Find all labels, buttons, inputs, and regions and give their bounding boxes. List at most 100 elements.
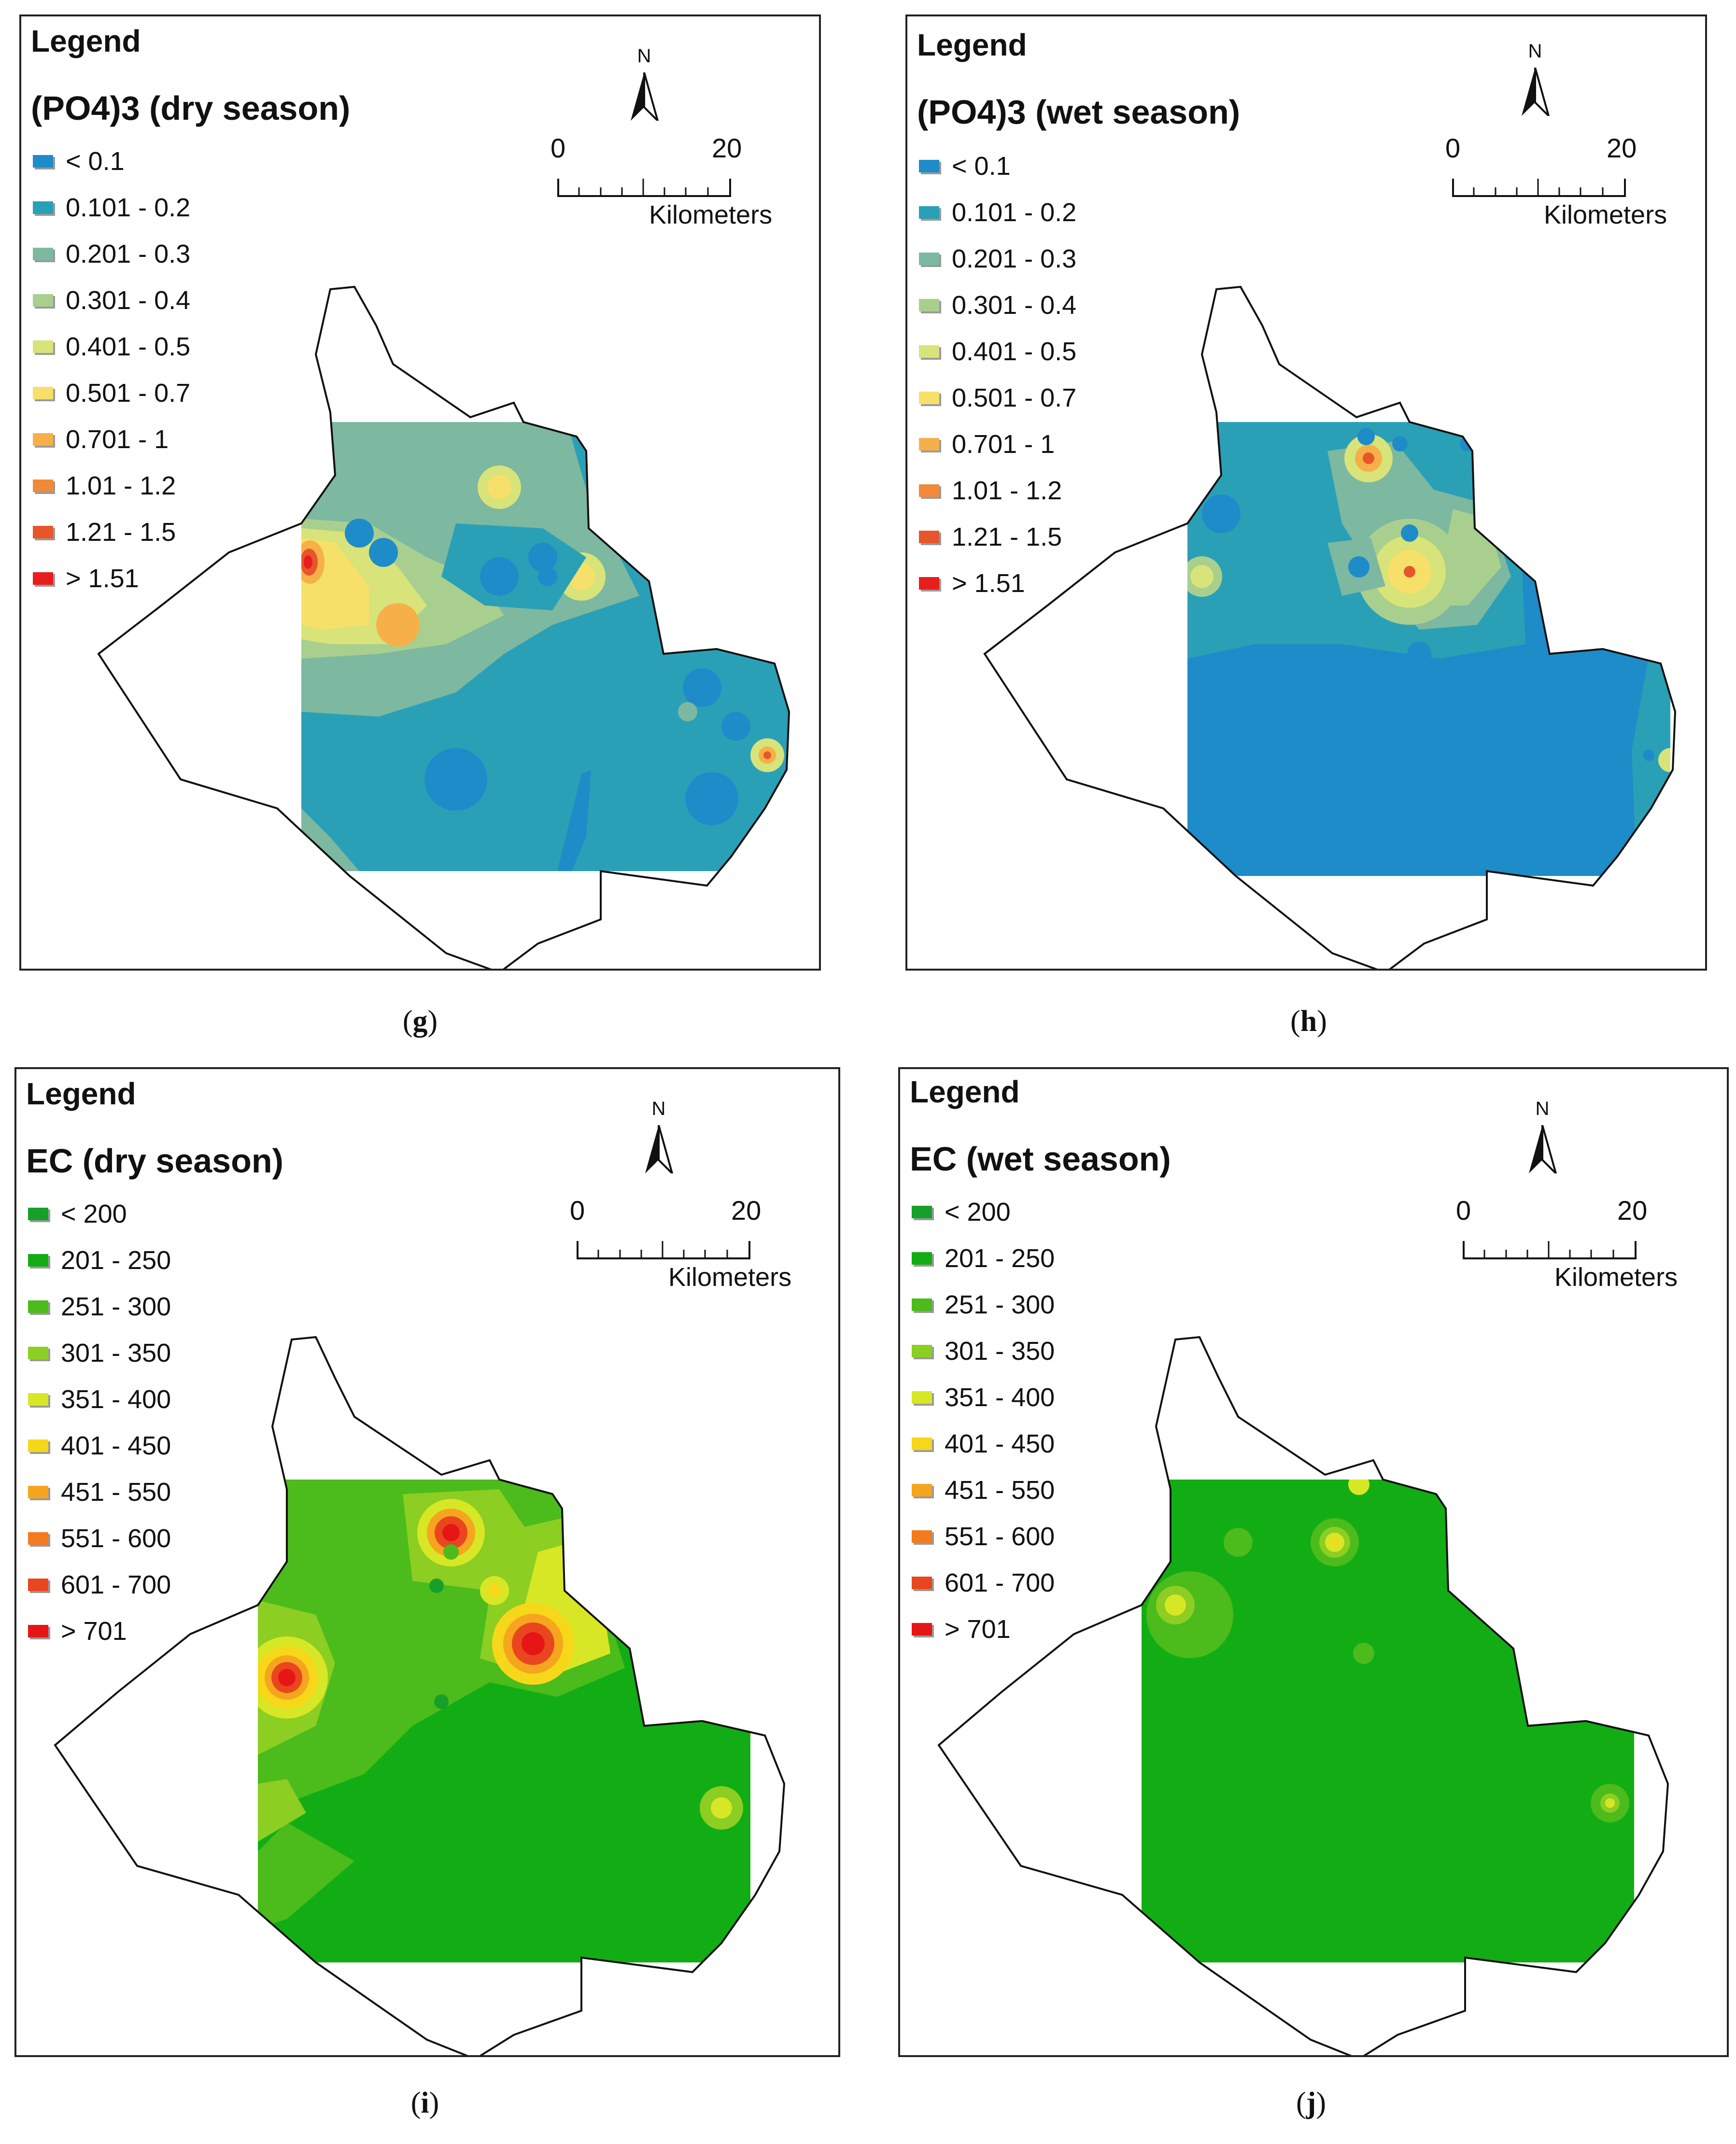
legend-item: 601 - 700	[28, 1562, 171, 1608]
legend-label: > 1.51	[952, 569, 1025, 598]
legend-label: 601 - 700	[61, 1570, 171, 1599]
caption-h: (h)	[1290, 1005, 1327, 1038]
legend-heading: Legend	[31, 24, 141, 58]
legend-label: 1.01 - 1.2	[66, 471, 176, 500]
legend-swatch	[28, 1579, 48, 1591]
legend-item: > 701	[912, 1606, 1055, 1652]
legend-heading: Legend	[910, 1074, 1020, 1109]
legend-item: 401 - 450	[28, 1423, 171, 1469]
north-label: N	[1528, 41, 1542, 62]
legend-item: > 1.51	[33, 555, 190, 602]
scale-unit: Kilometers	[1544, 200, 1667, 229]
legend-swatch	[912, 1206, 932, 1218]
scale-end: 20	[731, 1195, 762, 1226]
legend-swatch	[33, 526, 53, 538]
caption-letter: j	[1306, 2087, 1316, 2119]
scale-bar: 0 20 Kilometers	[550, 132, 772, 229]
north-arrow: N	[635, 1098, 683, 1180]
legend-item: 0.201 - 0.3	[919, 236, 1076, 282]
legend-swatch	[33, 572, 53, 585]
legend-label: 0.701 - 1	[66, 425, 169, 454]
legend-item: > 1.51	[919, 560, 1076, 607]
north-arrow-icon	[631, 72, 659, 121]
legend-label: > 701	[61, 1617, 127, 1646]
legend-swatch	[919, 160, 939, 172]
legend-item: 0.701 - 1	[33, 416, 190, 463]
legend-swatch	[912, 1577, 932, 1589]
legend-item: 301 - 350	[28, 1330, 171, 1376]
legend-label: 401 - 450	[61, 1431, 171, 1460]
legend-title: (PO4)3 (wet season)	[917, 93, 1241, 131]
legend-swatch	[919, 484, 939, 497]
legend-item: 1.01 - 1.2	[919, 467, 1076, 514]
legend-item: 351 - 400	[912, 1374, 1055, 1421]
legend-item: 551 - 600	[912, 1513, 1055, 1560]
legend-swatch	[912, 1623, 932, 1636]
legend-item: < 200	[28, 1191, 171, 1237]
legend-item: 251 - 300	[28, 1284, 171, 1330]
legend-label: < 0.1	[952, 152, 1011, 181]
scale-end: 20	[1607, 133, 1637, 163]
legend-swatch	[919, 577, 939, 590]
legend-item: 0.701 - 1	[919, 421, 1076, 467]
legend-label: 201 - 250	[61, 1246, 171, 1275]
legend-item: 351 - 400	[28, 1376, 171, 1423]
legend-swatch	[919, 299, 939, 311]
legend-swatch	[28, 1300, 48, 1313]
legend-swatch	[33, 155, 53, 168]
caption-letter: g	[412, 1005, 428, 1038]
legend-item: 601 - 700	[912, 1560, 1055, 1606]
legend-item: 1.01 - 1.2	[33, 463, 190, 509]
north-label: N	[637, 45, 651, 67]
scale-ruler	[557, 179, 731, 197]
scale-ruler	[1463, 1241, 1637, 1259]
legend-item: 0.101 - 0.2	[919, 189, 1076, 236]
legend-swatch	[919, 253, 939, 265]
scale-end: 20	[1617, 1195, 1648, 1226]
legend-list: < 200 201 - 250 251 - 300 301 - 350 351 - 40…	[912, 1189, 1055, 1652]
legend-item: 0.101 - 0.2	[33, 184, 190, 231]
scale-unit: Kilometers	[649, 200, 773, 229]
legend-label: 0.401 - 0.5	[66, 332, 191, 361]
north-label: N	[651, 1098, 666, 1119]
legend-item: < 200	[912, 1189, 1055, 1235]
scale-bar: 0 20 Kilometers	[1445, 132, 1667, 229]
legend-swatch	[919, 438, 939, 451]
legend-swatch	[912, 1298, 932, 1311]
scale-bar: 0 20 Kilometers	[570, 1195, 791, 1292]
legend-label: 301 - 350	[945, 1337, 1055, 1366]
district-outline	[97, 285, 790, 969]
legend-label: 301 - 350	[61, 1339, 171, 1368]
legend-label: 0.201 - 0.3	[66, 240, 191, 268]
scale-bar: 0 20 Kilometers	[1456, 1195, 1678, 1292]
legend-label: 551 - 600	[945, 1522, 1055, 1551]
legend-label: 1.21 - 1.5	[66, 518, 176, 547]
north-arrow: N	[1511, 41, 1559, 123]
caption-j: (j)	[1296, 2087, 1326, 2119]
legend-label: 201 - 250	[945, 1244, 1055, 1273]
legend-item: 201 - 250	[912, 1235, 1055, 1282]
legend-swatch	[912, 1391, 932, 1404]
legend-label: 251 - 300	[945, 1290, 1055, 1319]
legend-item: 0.501 - 0.7	[919, 375, 1076, 421]
legend-item: 551 - 600	[28, 1515, 171, 1562]
legend-swatch	[28, 1486, 48, 1498]
legend-swatch	[912, 1345, 932, 1357]
legend-label: 0.201 - 0.3	[952, 244, 1077, 273]
legend-item: 451 - 550	[28, 1469, 171, 1515]
interpolation-map	[937, 1336, 1669, 2055]
map-panel-h: Legend (PO4)3 (wet season) < 0.1 0.101 - …	[905, 14, 1707, 971]
legend-label: 251 - 300	[61, 1292, 171, 1321]
legend-label: 351 - 400	[61, 1385, 171, 1414]
legend-label: 601 - 700	[945, 1568, 1055, 1597]
legend-swatch	[912, 1530, 932, 1543]
legend-swatch	[919, 206, 939, 219]
scale-start: 0	[550, 133, 566, 163]
surface-ec-dry	[258, 1480, 750, 1962]
district-outline	[937, 1336, 1669, 2055]
legend-item: 251 - 300	[912, 1282, 1055, 1328]
map-panel-g: Legend (PO4)3 (dry season) < 0.1 0.101 - …	[19, 14, 821, 971]
legend-label: > 701	[945, 1615, 1011, 1644]
legend-label: 0.401 - 0.5	[952, 337, 1077, 366]
caption-g: (g)	[402, 1005, 438, 1038]
